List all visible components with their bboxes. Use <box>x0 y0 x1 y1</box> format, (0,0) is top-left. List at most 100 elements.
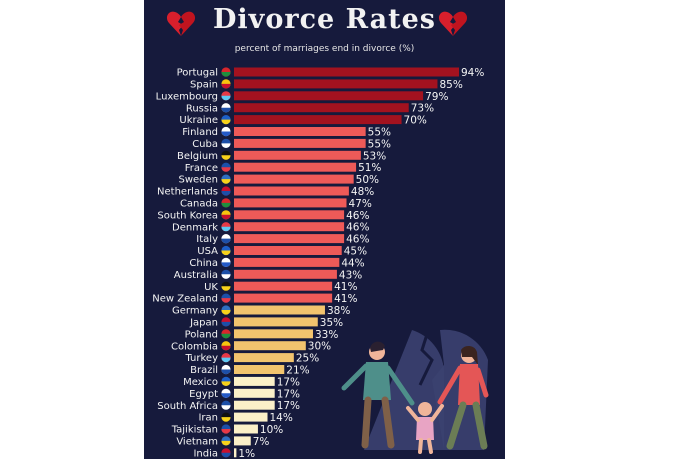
country-label: Tajikistan <box>171 425 218 436</box>
country-flag-icon <box>221 412 231 422</box>
country-flag-icon <box>221 79 231 89</box>
bar <box>234 365 285 374</box>
flag-band <box>221 226 231 232</box>
country-flag-icon <box>221 162 231 172</box>
flag-band <box>221 119 231 125</box>
country-flag-icon <box>221 174 231 184</box>
country-label: Mexico <box>183 377 218 388</box>
data-label: 41% <box>334 293 357 305</box>
data-label: 44% <box>341 257 364 269</box>
flag-band <box>221 345 231 351</box>
bar <box>234 234 345 244</box>
bar <box>234 448 237 458</box>
country-label: Finland <box>182 127 218 138</box>
broken-heart-icon <box>438 11 468 36</box>
bar <box>234 138 366 148</box>
data-label: 79% <box>425 91 448 103</box>
data-label: 55% <box>368 138 391 150</box>
country-flag-icon <box>221 138 231 148</box>
data-label: 46% <box>346 210 369 222</box>
country-label: South Korea <box>157 210 218 221</box>
country-flag-icon <box>221 222 231 232</box>
bar <box>234 305 325 315</box>
data-label: 70% <box>404 115 427 127</box>
bar <box>234 353 294 363</box>
data-label: 21% <box>286 365 309 377</box>
bar <box>234 174 354 184</box>
country-flag-icon <box>221 424 231 434</box>
country-flag-icon <box>221 317 231 327</box>
bar <box>234 269 337 279</box>
flag-band <box>221 179 231 184</box>
country-label: Luxembourg <box>156 91 218 102</box>
data-label: 17% <box>277 388 300 400</box>
country-label: Egypt <box>189 389 218 400</box>
data-label: 41% <box>334 281 357 293</box>
bar-chart: Portugal 94% Spain 85% Luxembourg 79% Russia 73… <box>152 67 489 459</box>
flag-band <box>221 357 231 363</box>
country-flag-icon <box>221 257 231 267</box>
country-label: Cuba <box>192 139 218 150</box>
country-label: New Zealand <box>152 294 218 305</box>
country-flag-icon <box>221 210 231 220</box>
country-flag-icon <box>221 115 231 125</box>
country-label: Colombia <box>171 341 218 352</box>
data-label: 17% <box>277 376 300 388</box>
bar <box>234 91 424 101</box>
bar <box>234 257 340 267</box>
bar <box>234 424 258 434</box>
data-label: 94% <box>461 67 484 79</box>
flag-band <box>221 369 231 375</box>
bar <box>234 115 402 125</box>
country-label: Poland <box>185 329 218 340</box>
country-flag-icon <box>221 150 231 160</box>
data-label: 46% <box>346 234 369 246</box>
flag-band <box>221 381 231 386</box>
data-label: 46% <box>346 222 369 234</box>
country-flag-icon <box>221 245 231 256</box>
flag-band <box>221 155 231 160</box>
bar <box>234 317 318 327</box>
flag-band <box>221 95 231 101</box>
data-label: 7% <box>253 436 270 448</box>
bar <box>234 162 357 172</box>
country-flag-icon <box>221 67 231 77</box>
bar <box>234 210 345 220</box>
data-label: 48% <box>351 186 374 198</box>
bar <box>234 127 366 136</box>
country-flag-icon <box>221 353 231 363</box>
country-flag-icon <box>221 126 231 137</box>
country-label: Turkey <box>184 353 218 364</box>
country-flag-icon <box>221 305 231 315</box>
data-label: 73% <box>411 103 434 115</box>
country-flag-icon <box>221 388 231 398</box>
bar <box>234 293 333 303</box>
data-label: 17% <box>277 400 300 412</box>
flag-band <box>221 107 231 113</box>
flag-band <box>221 214 231 220</box>
bar <box>234 246 342 255</box>
country-flag-icon <box>221 198 231 208</box>
bar <box>234 400 275 410</box>
flag-band <box>221 286 231 291</box>
data-label: 85% <box>439 79 462 91</box>
country-label: UK <box>204 282 218 293</box>
country-flag-icon <box>221 364 231 375</box>
country-label: Denmark <box>172 222 218 233</box>
flag-band <box>221 131 231 137</box>
flag-band <box>221 250 231 256</box>
flag-band <box>221 333 231 339</box>
bar <box>234 103 409 113</box>
country-label: Germany <box>172 306 218 317</box>
flag-band <box>221 440 231 446</box>
country-flag-icon <box>221 186 231 196</box>
country-label: Belgium <box>177 151 218 162</box>
country-flag-icon <box>221 234 231 244</box>
bar <box>234 436 251 446</box>
data-label: 45% <box>344 246 367 258</box>
country-flag-icon <box>221 103 231 113</box>
data-label: 30% <box>308 341 331 353</box>
country-label: Brazil <box>190 365 218 376</box>
country-label: Italy <box>196 234 218 245</box>
flag-band <box>221 72 231 77</box>
